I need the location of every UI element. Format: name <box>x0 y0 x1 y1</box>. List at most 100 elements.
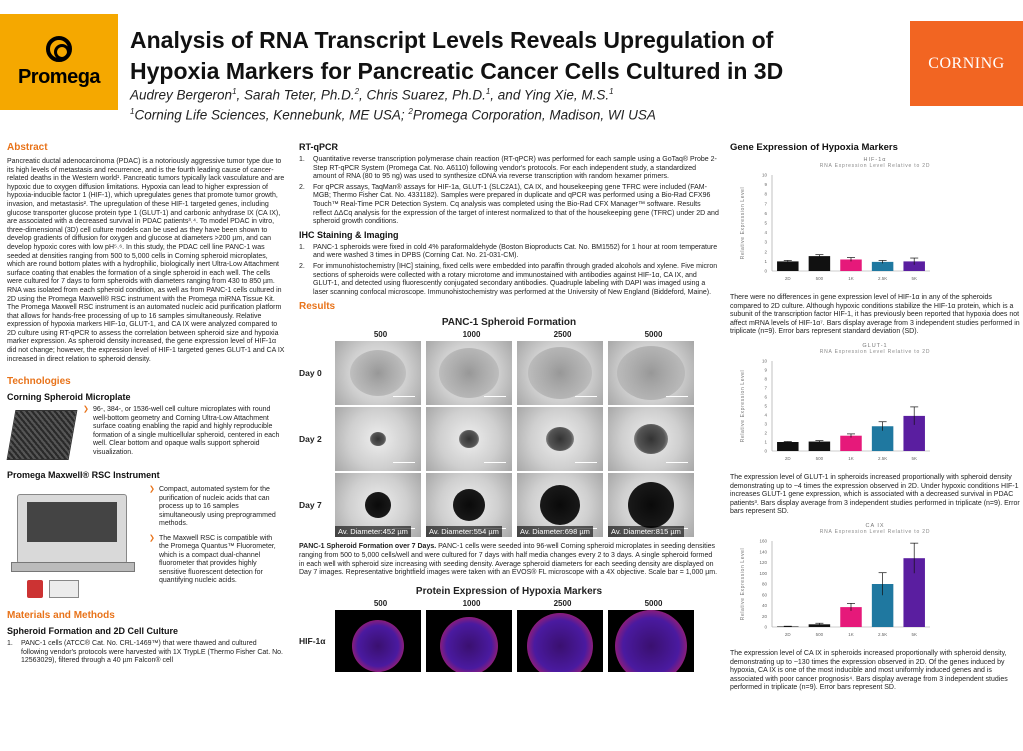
bar <box>840 259 862 271</box>
y-tick-label: 140 <box>759 549 767 554</box>
methods-heading: Materials and Methods <box>7 610 115 622</box>
spheroid-image: Av. Diameter:815 µm <box>608 473 694 538</box>
maxwell-bullet-1-text: Compact, automated system for the purifi… <box>159 486 276 528</box>
bullet-icon: ❯ <box>83 406 89 414</box>
bar <box>777 626 799 627</box>
caix-chart: CA IX RNA Expression Level Relative to 2… <box>730 523 1020 648</box>
maxwell-section: ❯ Compact, automated system for the puri… <box>7 484 285 602</box>
chart-subtitle: RNA Expression Level Relative to 2D <box>819 528 931 535</box>
x-tick-label: 2.5K <box>878 276 887 281</box>
spheroid-panel-title: PANC-1 Spheroid Formation <box>441 317 577 329</box>
promega-logo: Promega <box>0 14 118 110</box>
x-tick-label: 1K <box>848 632 854 637</box>
bar <box>808 441 831 451</box>
row-label: Day 0 <box>299 368 322 379</box>
spheroid-image <box>426 341 512 406</box>
row-label: Day 2 <box>299 434 322 445</box>
spheroid-image: Av. Diameter:452 µm <box>335 473 421 538</box>
affiliation-name: Promega Corporation, Madison, WI USA <box>412 107 656 122</box>
list-item: 1. Quantitative reverse transcription pol… <box>299 156 717 181</box>
left-column: Abstract Pancreatic ductal adenocarcinom… <box>6 142 285 668</box>
bar <box>808 624 831 627</box>
maxwell-instrument-image <box>7 484 149 602</box>
day7-row: Day 7 Av. Diameter:452 µm Av. Diameter:5… <box>299 473 719 538</box>
diameter-label: Av. Diameter:554 µm <box>426 526 502 538</box>
y-tick-label: 9 <box>764 367 767 372</box>
microplate-heading: Corning Spheroid Microplate <box>7 392 131 403</box>
y-tick-label: 7 <box>764 385 767 390</box>
glut1-bar-chart: Relative Expression Level 0 1 2 3 4 5 6 7 8 9 10 2D 5… <box>740 358 930 461</box>
chart-title: CA IX <box>865 522 885 529</box>
poster-title: Analysis of RNA Transcript Levels Reveal… <box>130 25 900 87</box>
y-tick-label: 160 <box>759 538 767 543</box>
abstract-text: Pancreatic ductal adenocarcinoma (PDAC) … <box>7 158 285 363</box>
day2-row: Day 2 <box>299 407 719 472</box>
y-axis-label: Relative Expression Level <box>740 548 746 621</box>
diameter-label: Av. Diameter:452 µm <box>335 526 411 538</box>
y-tick-label: 100 <box>759 571 767 576</box>
author-name: Audrey Bergeron <box>130 87 233 103</box>
glut1-chart: GLUT-1 RNA Expression Level Relative to … <box>730 343 1020 472</box>
maxwell-heading: Promega Maxwell® RSC Instrument <box>7 470 160 481</box>
bar <box>903 558 925 627</box>
maxwell-bullet-2: ❯ The Maxwell RSC is compatible with the… <box>149 535 279 586</box>
bar <box>871 261 894 271</box>
x-tick-label: 2.5K <box>878 632 887 637</box>
y-tick-label: 60 <box>762 592 768 597</box>
authors-block: Audrey Bergeron1, Sarah Teter, Ph.D.2, C… <box>130 84 656 123</box>
y-tick-label: 10 <box>762 358 768 363</box>
row-label: HIF-1α <box>299 635 326 646</box>
y-tick-label: 8 <box>764 192 767 197</box>
y-tick-label: 3 <box>764 421 767 426</box>
spheroid-caption: PANC-1 Spheroid Formation over 7 Days. P… <box>299 543 718 577</box>
bullet-icon: ❯ <box>149 534 155 542</box>
density-label: 2500 <box>553 598 572 608</box>
author-affiliation-sup: 1 <box>232 87 237 96</box>
y-tick-label: 120 <box>759 560 767 565</box>
y-tick-label: 3 <box>764 240 767 245</box>
spheroid-image <box>608 407 694 472</box>
x-tick-label: 500 <box>816 632 824 637</box>
technologies-heading: Technologies <box>7 376 71 388</box>
y-tick-label: 1 <box>764 439 767 444</box>
spheroid-image <box>517 341 603 406</box>
results-heading: Results <box>299 301 336 313</box>
x-tick-label: 5K <box>911 276 917 281</box>
density-label: 1000 <box>462 330 481 340</box>
author-affiliation-sup: 1 <box>485 87 491 96</box>
density-label: 2500 <box>553 330 572 340</box>
spheroid-image <box>426 407 512 472</box>
density-label: 500 <box>373 330 388 340</box>
affiliation-name: Corning Life Sciences, Kennebunk, ME USA… <box>134 107 409 122</box>
maxwell-bullet-2-text: The Maxwell RSC is compatible with the P… <box>159 534 276 585</box>
x-tick-label: 1K <box>848 276 854 281</box>
chart-title: HIF-1α <box>863 157 887 163</box>
y-tick-label: 6 <box>764 394 767 399</box>
corning-logo: CORNING <box>910 21 1023 106</box>
rtqpcr-heading: RT-qPCR <box>299 142 338 152</box>
x-tick-label: 500 <box>816 456 824 461</box>
spheroid-image <box>517 407 603 472</box>
bar <box>840 607 862 627</box>
y-tick-label: 4 <box>764 412 767 417</box>
density-label: 5000 <box>644 330 663 340</box>
list-item: 2. For immunohistochemistry [IHC] stainin… <box>299 262 718 296</box>
abstract-heading: Abstract <box>7 142 48 153</box>
ihc-heading: IHC Staining & Imaging <box>299 229 399 240</box>
affiliation-list: 1Corning Life Sciences, Kennebunk, ME US… <box>130 104 656 124</box>
x-tick-label: 2D <box>785 276 792 281</box>
y-tick-label: 7 <box>764 201 767 206</box>
protein-panel-title: Protein Expression of Hypoxia Markers <box>415 585 603 597</box>
hif1a-chart: HIF-1α RNA Expression Level Relative to … <box>730 157 1020 292</box>
spheroid-formation-heading: Spheroid Formation and 2D Cell Culture <box>7 626 179 637</box>
list-item: 2. For qPCR assays, TaqMan® assays for HI… <box>299 183 719 226</box>
author-name: , Chris Suarez, Ph.D. <box>359 87 486 103</box>
author-affiliation-sup: 1 <box>609 87 614 96</box>
ihc-list: 1. PANC-1 spheroids were fixed in cold 4%… <box>299 244 719 298</box>
maxwell-bullets: ❯ Compact, automated system for the puri… <box>149 484 279 602</box>
protein-density-labels: 500 1000 2500 5000 <box>335 599 719 608</box>
density-label: 5000 <box>644 598 663 608</box>
y-axis-label: Relative Expression Level <box>740 370 746 443</box>
y-tick-label: 8 <box>764 376 767 381</box>
hif1a-bar-chart: Relative Expression Level 0 1 2 3 4 5 6 7 8 9 10 2D 5… <box>740 173 930 281</box>
